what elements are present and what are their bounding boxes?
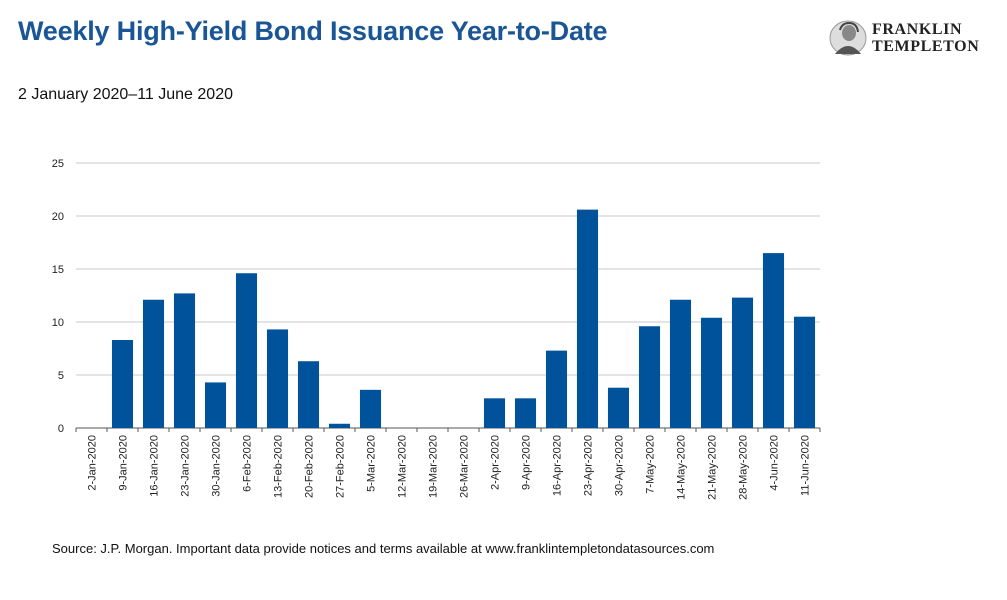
bar bbox=[328, 423, 351, 428]
y-tick-label: 20 bbox=[52, 211, 64, 223]
source-note: Source: J.P. Morgan. Important data prov… bbox=[52, 541, 715, 556]
x-tick-label: 5-Mar-2020 bbox=[366, 435, 378, 492]
bar bbox=[297, 361, 320, 428]
x-tick-label: 2-Apr-2020 bbox=[490, 435, 502, 490]
bar bbox=[514, 398, 537, 428]
bar bbox=[266, 329, 289, 428]
bar bbox=[173, 293, 196, 428]
bar bbox=[204, 382, 227, 428]
x-tick-label: 16-Apr-2020 bbox=[552, 435, 564, 496]
logo-line-1: FRANKLIN bbox=[872, 21, 963, 38]
x-tick-label: 16-Jan-2020 bbox=[149, 435, 161, 497]
bar bbox=[483, 398, 506, 428]
y-tick-label: 15 bbox=[52, 264, 64, 276]
bar bbox=[111, 340, 134, 428]
bar bbox=[638, 326, 661, 428]
x-tick-label: 27-Feb-2020 bbox=[335, 435, 347, 498]
x-tick-label: 4-Jun-2020 bbox=[769, 435, 781, 491]
x-tick-label: 26-Mar-2020 bbox=[459, 435, 471, 498]
x-tick-label: 9-Apr-2020 bbox=[521, 435, 533, 490]
y-tick-label: 5 bbox=[58, 370, 64, 382]
bar bbox=[359, 389, 382, 428]
logo-line-2: TEMPLETON bbox=[872, 38, 980, 55]
x-tick-label: 28-May-2020 bbox=[738, 435, 750, 500]
x-tick-label: 14-May-2020 bbox=[676, 435, 688, 500]
x-tick-label: 9-Jan-2020 bbox=[118, 435, 130, 491]
bar bbox=[235, 273, 258, 428]
bar bbox=[669, 299, 692, 428]
bar bbox=[731, 297, 754, 428]
x-tick-label: 19-Mar-2020 bbox=[428, 435, 440, 498]
y-tick-label: 0 bbox=[58, 423, 64, 435]
page-title: Weekly High-Yield Bond Issuance Year-to-… bbox=[18, 16, 608, 46]
x-tick-label: 30-Apr-2020 bbox=[614, 435, 626, 496]
bar bbox=[545, 350, 568, 428]
x-tick-label: 11-Jun-2020 bbox=[800, 435, 812, 496]
bar bbox=[793, 316, 816, 428]
bar-chart: 0 5 10 15 20 25 2-Jan-2020 9-Jan-2020 16-Jan-202… bbox=[52, 158, 821, 500]
y-tick-label: 10 bbox=[52, 317, 64, 329]
x-tick-label: 20-Feb-2020 bbox=[304, 435, 316, 498]
x-tick-label: 2-Jan-2020 bbox=[87, 435, 99, 491]
x-tick-label: 12-Mar-2020 bbox=[397, 435, 409, 498]
benjamin-franklin-portrait-icon bbox=[829, 20, 867, 56]
bar bbox=[576, 209, 599, 428]
x-tick-label: 7-May-2020 bbox=[645, 435, 657, 494]
x-tick-label: 21-May-2020 bbox=[707, 435, 719, 500]
x-tick-label: 13-Feb-2020 bbox=[273, 435, 285, 498]
x-tick-label: 6-Feb-2020 bbox=[242, 435, 254, 492]
x-tick-label: 23-Jan-2020 bbox=[180, 435, 192, 497]
bar bbox=[762, 253, 785, 428]
x-tick-label: 30-Jan-2020 bbox=[211, 435, 223, 497]
chart-subtitle: 2 January 2020–11 June 2020 bbox=[18, 86, 233, 103]
bar bbox=[607, 387, 630, 428]
y-tick-label: 25 bbox=[52, 158, 64, 170]
bar bbox=[142, 299, 165, 428]
franklin-templeton-logo: FRANKLIN TEMPLETON bbox=[828, 18, 998, 58]
bar bbox=[700, 317, 723, 428]
x-tick-label: 23-Apr-2020 bbox=[583, 435, 595, 496]
